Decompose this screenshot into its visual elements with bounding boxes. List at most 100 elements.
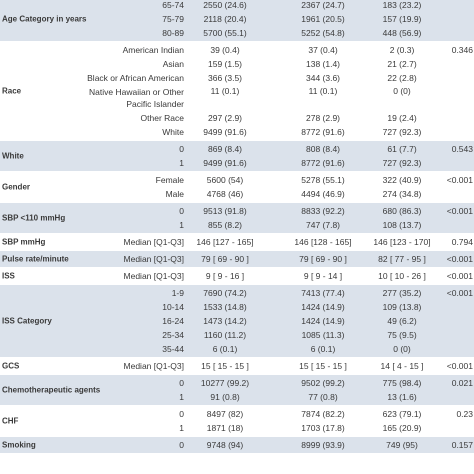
value-cell: 11 (0.1) [210, 86, 240, 96]
row-group: 0 8497 (82) 7874 (82.2) 623 (79.1) 1 1871 (18… [0, 406, 474, 437]
value-cell: 1424 (14.9) [301, 316, 345, 326]
p-value: 0.021 [451, 378, 473, 388]
table-row: Black or African American 366 (3.5) 344 (3… [0, 71, 474, 85]
value-cell: 2550 (24.6) [203, 0, 247, 10]
value-cell: 79 [ 69 - 90 ] [299, 254, 347, 264]
variable-label: Gender [2, 182, 31, 192]
value-cell: 157 (19.9) [382, 14, 422, 24]
variable-label: Chemotherapeutic agents [2, 385, 101, 395]
value-cell: 747 (7.8) [305, 220, 341, 230]
p-value: 0.346 [451, 45, 473, 55]
table-row: 1 91 (0.8) 77 (0.8) 13 (1.6) [0, 390, 474, 404]
subcategory: 16-24 [162, 316, 184, 326]
value-cell: 6 (0.1) [310, 344, 336, 354]
value-cell: 82 [ 77 - 95 ] [378, 254, 426, 264]
value-cell: 19 (2.4) [387, 113, 417, 123]
subcategory: Other Race [140, 113, 184, 123]
variable-label: Race [2, 86, 22, 96]
subcategory: Asian [162, 59, 184, 69]
value-cell: 749 (95) [386, 440, 418, 450]
p-value: <0.001 [446, 254, 473, 264]
value-cell: 5700 (55.1) [203, 28, 247, 38]
value-cell: 344 (3.6) [305, 73, 341, 83]
value-cell: 4494 (46.9) [301, 189, 345, 199]
p-value: 0.543 [451, 144, 473, 154]
value-cell: 274 (34.8) [382, 189, 422, 199]
value-cell: 75 (9.5) [387, 330, 417, 340]
value-cell: 680 (86.3) [382, 206, 422, 216]
row-group: Median [Q1-Q3] 79 [ 69 - 90 ] 79 [ 69 - 90… [0, 251, 474, 268]
p-value: <0.001 [446, 206, 473, 216]
subcategory: 0 [179, 440, 184, 450]
table-row: 0 10277 (99.2) 9502 (99.2) 775 (98.4) [0, 376, 474, 390]
value-cell: 623 (79.1) [382, 409, 422, 419]
table-row: Median [Q1-Q3] 15 [ 15 - 15 ] 15 [ 15 - 15… [0, 359, 474, 373]
table-row: 0 869 (8.4) 808 (8.4) 61 (7.7) [0, 142, 474, 156]
value-cell: 1533 (14.8) [203, 302, 247, 312]
table-row: American Indian 39 (0.4) 37 (0.4) 2 (0.3) [0, 43, 474, 57]
value-cell: 1424 (14.9) [301, 302, 345, 312]
value-cell: 2 (0.3) [389, 45, 415, 55]
value-cell: 108 (13.7) [382, 220, 422, 230]
value-cell: 322 (40.9) [382, 175, 422, 185]
value-cell: 91 (0.8) [210, 392, 240, 402]
variable-label: White [2, 151, 24, 161]
subcategory: 80-89 [162, 28, 184, 38]
value-cell: 7874 (82.2) [301, 409, 345, 419]
table-row: 1 1871 (18) 1703 (17.8) 165 (20.9) [0, 421, 474, 435]
p-value: 0.794 [451, 237, 473, 247]
value-cell: 165 (20.9) [382, 423, 422, 433]
value-cell: 146 [128 - 165] [294, 237, 352, 247]
value-cell: 727 (92.3) [382, 127, 422, 137]
value-cell: 9513 (91.8) [203, 206, 247, 216]
value-cell: 8497 (82) [206, 409, 244, 419]
value-cell: 1871 (18) [206, 423, 244, 433]
value-cell: 2118 (20.4) [203, 14, 247, 24]
subcategory: 75-79 [162, 14, 184, 24]
table-row: 75-79 2118 (20.4) 1961 (20.5) 157 (19.9) [0, 12, 474, 26]
table-row: 1 855 (8.2) 747 (7.8) 108 (13.7) [0, 218, 474, 232]
variable-label: ISS Category [2, 316, 52, 326]
row-group: 0 10277 (99.2) 9502 (99.2) 775 (98.4) 1 91 (0… [0, 375, 474, 406]
value-cell: 9502 (99.2) [301, 378, 345, 388]
value-cell: 21 (2.7) [387, 59, 417, 69]
value-cell: 146 [127 - 165] [196, 237, 254, 247]
row-group: Female 5600 (54) 5278 (55.1) 322 (40.9) Male… [0, 172, 474, 203]
value-cell: 8833 (92.2) [301, 206, 345, 216]
value-cell: 6 (0.1) [212, 344, 238, 354]
row-group: American Indian 39 (0.4) 37 (0.4) 2 (0.3) As… [0, 42, 474, 141]
row-group: Median [Q1-Q3] 9 [ 9 - 16 ] 9 [ 9 - 14 ] 10… [0, 268, 474, 285]
variable-label: Pulse rate/minute [2, 254, 69, 264]
value-cell: 8772 (91.6) [301, 158, 345, 168]
subcategory: 1 [179, 423, 184, 433]
value-cell: 5252 (54.8) [301, 28, 345, 38]
value-cell: 49 (6.2) [387, 316, 417, 326]
p-value: <0.001 [446, 361, 473, 371]
value-cell: 297 (2.9) [207, 113, 243, 123]
value-cell: 9 [ 9 - 14 ] [303, 271, 343, 281]
value-cell: 1160 (11.2) [203, 330, 247, 340]
subcategory: 0 [179, 144, 184, 154]
value-cell: 39 (0.4) [210, 45, 240, 55]
p-value: <0.001 [446, 175, 473, 185]
row-group: Median [Q1-Q3] 15 [ 15 - 15 ] 15 [ 15 - 15… [0, 358, 474, 375]
table-row: Male 4768 (46) 4494 (46.9) 274 (34.8) [0, 187, 474, 201]
value-cell: 1473 (14.2) [203, 316, 247, 326]
p-value: 0.23 [456, 409, 473, 419]
table-row: White 9499 (91.6) 8772 (91.6) 727 (92.3) [0, 125, 474, 139]
table-row: Median [Q1-Q3] 9 [ 9 - 16 ] 9 [ 9 - 14 ] 10… [0, 269, 474, 283]
value-cell: 15 [ 15 - 15 ] [201, 361, 249, 371]
subcategory: Female [155, 175, 184, 185]
subcategory: Male [165, 189, 184, 199]
value-cell: 448 (56.9) [382, 28, 422, 38]
value-cell: 10277 (99.2) [200, 378, 250, 388]
table-row: 16-24 1473 (14.2) 1424 (14.9) 49 (6.2) [0, 314, 474, 328]
table-row: 0 9748 (94) 8999 (93.9) 749 (95) [0, 438, 474, 452]
table-row: 25-34 1160 (11.2) 1085 (11.3) 75 (9.5) [0, 328, 474, 342]
row-group: 1-9 7690 (74.2) 7413 (77.4) 277 (35.2) 10-14… [0, 285, 474, 358]
row-group: 0 869 (8.4) 808 (8.4) 61 (7.7) 1 9499 (91.6) 8… [0, 141, 474, 172]
row-group: 0 9513 (91.8) 8833 (92.2) 680 (86.3) 1 855 (8… [0, 203, 474, 234]
row-group: Median [Q1-Q3] 146 [127 - 165] 146 [128 - … [0, 234, 474, 251]
table-row: Female 5600 (54) 5278 (55.1) 322 (40.9) [0, 173, 474, 187]
subcategory: Median [Q1-Q3] [123, 271, 184, 281]
